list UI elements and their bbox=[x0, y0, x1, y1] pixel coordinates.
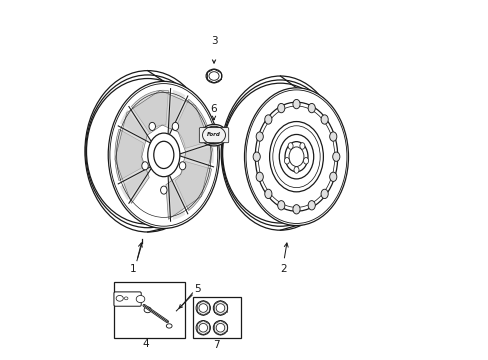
Ellipse shape bbox=[166, 324, 172, 328]
Ellipse shape bbox=[199, 323, 207, 332]
Ellipse shape bbox=[285, 141, 307, 172]
Ellipse shape bbox=[147, 133, 180, 177]
Ellipse shape bbox=[160, 186, 167, 194]
Ellipse shape bbox=[153, 141, 174, 168]
Ellipse shape bbox=[172, 122, 178, 130]
Ellipse shape bbox=[244, 88, 348, 226]
Text: Ford: Ford bbox=[206, 132, 221, 137]
Ellipse shape bbox=[144, 307, 151, 313]
Ellipse shape bbox=[329, 132, 336, 141]
Ellipse shape bbox=[303, 158, 308, 164]
Text: 7: 7 bbox=[213, 340, 220, 350]
Bar bbox=[113, 282, 185, 338]
FancyBboxPatch shape bbox=[114, 292, 141, 306]
Polygon shape bbox=[120, 109, 151, 143]
Ellipse shape bbox=[142, 162, 148, 170]
Polygon shape bbox=[131, 90, 168, 132]
Ellipse shape bbox=[108, 81, 219, 228]
Polygon shape bbox=[115, 90, 212, 219]
Bar bbox=[192, 297, 241, 338]
Ellipse shape bbox=[287, 143, 292, 149]
Ellipse shape bbox=[206, 69, 222, 83]
Polygon shape bbox=[175, 161, 211, 211]
Text: 4: 4 bbox=[142, 339, 149, 349]
Ellipse shape bbox=[321, 189, 327, 199]
Ellipse shape bbox=[264, 115, 271, 124]
Polygon shape bbox=[167, 90, 185, 135]
Ellipse shape bbox=[299, 143, 305, 149]
Polygon shape bbox=[167, 175, 185, 220]
Ellipse shape bbox=[256, 132, 263, 141]
Ellipse shape bbox=[256, 172, 263, 181]
Ellipse shape bbox=[292, 204, 300, 214]
Text: 5: 5 bbox=[194, 284, 201, 294]
Ellipse shape bbox=[213, 320, 227, 335]
Text: 2: 2 bbox=[280, 264, 286, 274]
Polygon shape bbox=[120, 167, 151, 201]
Ellipse shape bbox=[307, 201, 315, 210]
Ellipse shape bbox=[329, 172, 336, 181]
Ellipse shape bbox=[253, 152, 260, 161]
Ellipse shape bbox=[307, 103, 315, 113]
Polygon shape bbox=[115, 129, 143, 181]
Ellipse shape bbox=[293, 167, 298, 173]
Text: 6: 6 bbox=[210, 104, 217, 114]
Ellipse shape bbox=[196, 320, 210, 335]
Ellipse shape bbox=[149, 122, 155, 130]
Ellipse shape bbox=[216, 323, 224, 332]
Ellipse shape bbox=[199, 304, 207, 312]
Ellipse shape bbox=[264, 189, 271, 199]
Ellipse shape bbox=[292, 99, 300, 109]
Ellipse shape bbox=[196, 301, 210, 315]
Ellipse shape bbox=[136, 296, 144, 303]
Ellipse shape bbox=[179, 162, 185, 170]
Ellipse shape bbox=[116, 296, 123, 301]
Ellipse shape bbox=[277, 201, 285, 210]
Polygon shape bbox=[180, 146, 213, 163]
FancyBboxPatch shape bbox=[199, 128, 228, 143]
Polygon shape bbox=[175, 99, 211, 148]
Ellipse shape bbox=[216, 304, 224, 312]
Ellipse shape bbox=[200, 125, 227, 146]
Ellipse shape bbox=[321, 115, 327, 124]
Text: 3: 3 bbox=[210, 36, 217, 45]
Ellipse shape bbox=[332, 152, 339, 161]
Ellipse shape bbox=[284, 158, 289, 164]
Ellipse shape bbox=[277, 103, 285, 113]
Text: 1: 1 bbox=[130, 264, 136, 274]
Ellipse shape bbox=[213, 301, 227, 315]
